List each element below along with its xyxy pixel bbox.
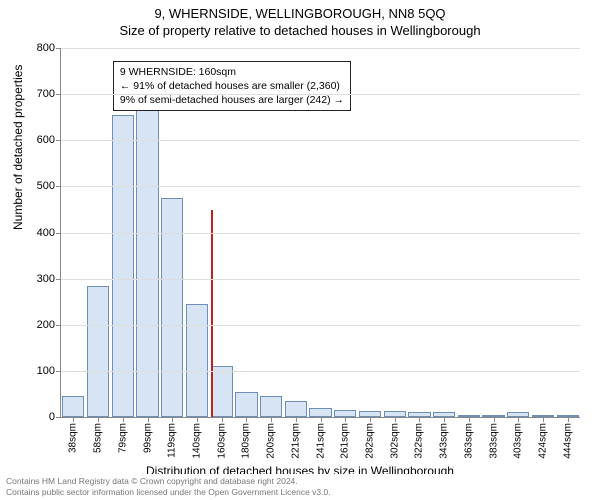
xtick-label: 383sqm (488, 423, 499, 459)
gridline (61, 140, 580, 141)
bar (161, 198, 183, 417)
xtick-label: 261sqm (340, 423, 351, 459)
gridline (61, 94, 580, 95)
xtick-label: 343sqm (439, 423, 450, 459)
xtick-mark (172, 417, 173, 422)
xtick-label: 160sqm (216, 423, 227, 459)
annotation-line: 9% of semi-detached houses are larger (2… (120, 93, 344, 107)
ytick-mark (56, 94, 61, 95)
footer-attribution: Contains HM Land Registry data © Crown c… (0, 474, 600, 500)
bar (211, 366, 233, 417)
ytick-mark (56, 186, 61, 187)
ytick-label: 500 (37, 180, 55, 192)
xtick-mark (123, 417, 124, 422)
xtick-mark (296, 417, 297, 422)
footer-line-1: Contains HM Land Registry data © Crown c… (6, 476, 594, 487)
xtick-label: 444sqm (562, 423, 573, 459)
xtick-mark (444, 417, 445, 422)
xtick-label: 403sqm (513, 423, 524, 459)
gridline (61, 233, 580, 234)
xtick-mark (148, 417, 149, 422)
ytick-label: 400 (37, 227, 55, 239)
xtick-mark (395, 417, 396, 422)
xtick-mark (568, 417, 569, 422)
ytick-label: 800 (37, 42, 55, 54)
xtick-label: 322sqm (414, 423, 425, 459)
xtick-label: 99sqm (142, 423, 153, 453)
ytick-label: 200 (37, 319, 55, 331)
bar (87, 286, 109, 417)
xtick-mark (494, 417, 495, 422)
xtick-label: 180sqm (241, 423, 252, 459)
xtick-label: 58sqm (93, 423, 104, 453)
gridline (61, 371, 580, 372)
annotation-line: 9 WHERNSIDE: 160sqm (120, 65, 344, 79)
xtick-label: 221sqm (290, 423, 301, 459)
xtick-mark (271, 417, 272, 422)
gridline (61, 48, 580, 49)
footer-line-2: Contains public sector information licen… (6, 487, 594, 498)
xtick-label: 282sqm (364, 423, 375, 459)
xtick-mark (246, 417, 247, 422)
xtick-mark (321, 417, 322, 422)
bar (235, 392, 257, 417)
ytick-mark (56, 233, 61, 234)
ytick-mark (56, 279, 61, 280)
ytick-mark (56, 140, 61, 141)
annotation-line: ← 91% of detached houses are smaller (2,… (120, 79, 344, 93)
bar (334, 410, 356, 417)
bar (260, 396, 282, 417)
xtick-mark (98, 417, 99, 422)
xtick-mark (419, 417, 420, 422)
ytick-label: 600 (37, 134, 55, 146)
bar (285, 401, 307, 417)
bar (62, 396, 84, 417)
gridline (61, 325, 580, 326)
bar (186, 304, 208, 417)
ytick-label: 700 (37, 88, 55, 100)
xtick-mark (469, 417, 470, 422)
xtick-mark (197, 417, 198, 422)
ytick-label: 300 (37, 273, 55, 285)
subject-marker-line (211, 210, 213, 417)
ytick-mark (56, 371, 61, 372)
y-axis-label: Number of detached properties (11, 65, 25, 230)
xtick-mark (345, 417, 346, 422)
xtick-label: 241sqm (315, 423, 326, 459)
xtick-label: 200sqm (266, 423, 277, 459)
gridline (61, 186, 580, 187)
xtick-label: 424sqm (538, 423, 549, 459)
xtick-mark (543, 417, 544, 422)
xtick-label: 79sqm (117, 423, 128, 453)
annotation-box: 9 WHERNSIDE: 160sqm← 91% of detached hou… (113, 61, 351, 112)
xtick-mark (518, 417, 519, 422)
ytick-mark (56, 325, 61, 326)
ytick-label: 0 (49, 411, 55, 423)
xtick-mark (73, 417, 74, 422)
plot-area: 38sqm58sqm79sqm99sqm119sqm140sqm160sqm18… (60, 48, 580, 418)
chart-container: 9, WHERNSIDE, WELLINGBOROUGH, NN8 5QQ Si… (0, 0, 600, 500)
xtick-label: 363sqm (463, 423, 474, 459)
ytick-mark (56, 48, 61, 49)
ytick-mark (56, 417, 61, 418)
xtick-mark (222, 417, 223, 422)
xtick-label: 140sqm (191, 423, 202, 459)
ytick-label: 100 (37, 365, 55, 377)
xtick-mark (370, 417, 371, 422)
xtick-label: 119sqm (167, 423, 178, 458)
gridline (61, 279, 580, 280)
chart-title-address: 9, WHERNSIDE, WELLINGBOROUGH, NN8 5QQ (0, 0, 600, 21)
chart-title-description: Size of property relative to detached ho… (0, 21, 600, 38)
xtick-label: 38sqm (68, 423, 79, 453)
xtick-label: 302sqm (389, 423, 400, 459)
bar (309, 408, 331, 417)
